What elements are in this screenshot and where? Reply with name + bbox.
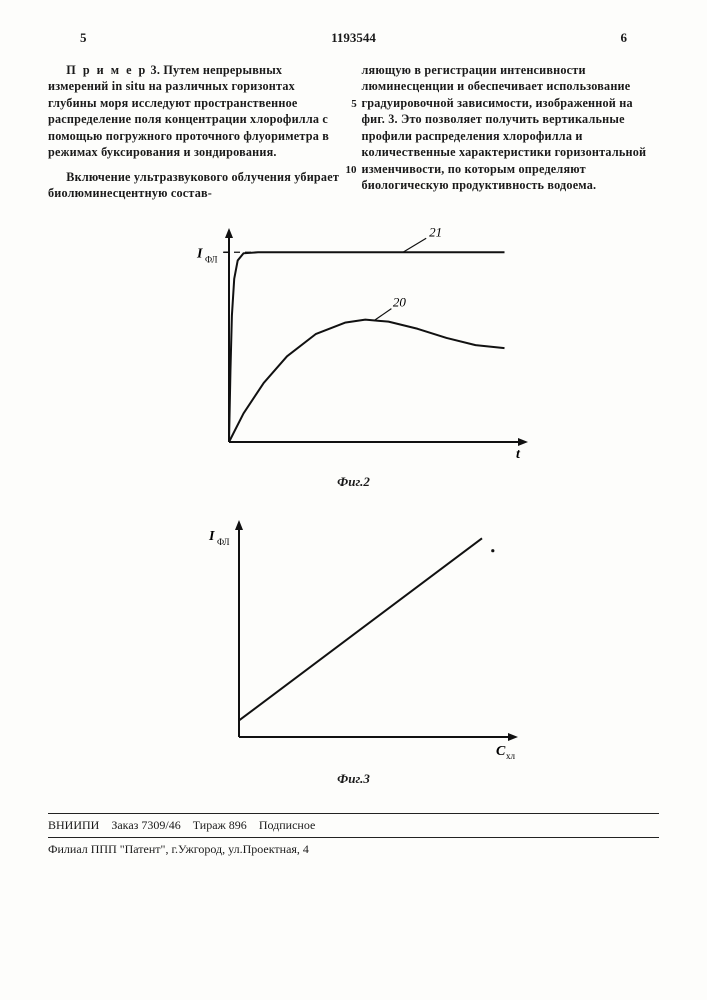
body-columns: П р и м е р 3. Путем непрерывных измерен… <box>48 62 659 210</box>
patent-page: 5 1193544 6 5 10 П р и м е р 3. Путем не… <box>0 0 707 1000</box>
column-right: ляющую в регистрации интенсивности люмин… <box>362 62 660 210</box>
left-p1-body: Путем непрерывных измерений in situ на р… <box>48 63 329 159</box>
svg-text:ФЛ: ФЛ <box>217 537 230 547</box>
fig2-caption: Фиг.2 <box>337 474 370 490</box>
fig3-svg: IФЛ Cхл <box>184 512 524 767</box>
page-number-left: 5 <box>80 30 87 46</box>
fig3-caption: Фиг.3 <box>337 771 370 787</box>
svg-text:I: I <box>208 529 215 544</box>
gutter-mark-10: 10 <box>343 164 359 176</box>
footer-org: ВНИИПИ <box>48 818 99 833</box>
svg-text:21: 21 <box>429 224 442 239</box>
figure-2: 21 20 IФЛ t Фиг.2 <box>48 220 659 508</box>
figure-3: IФЛ Cхл Фиг.3 <box>48 512 659 805</box>
right-para-1: ляющую в регистрации интенсивности люмин… <box>362 62 660 194</box>
example-label: П р и м е р <box>66 63 147 77</box>
example-num: 3. <box>147 63 163 77</box>
svg-text:C: C <box>496 744 506 759</box>
page-number-right: 6 <box>621 30 628 46</box>
svg-text:20: 20 <box>392 294 406 309</box>
imprint-footer: ВНИИПИ Заказ 7309/46 Тираж 896 Подписное… <box>48 813 659 857</box>
footer-line-2: Филиал ППП "Патент", г.Ужгород, ул.Проек… <box>48 838 659 857</box>
svg-text:ФЛ: ФЛ <box>205 254 218 264</box>
footer-tirazh: Тираж 896 <box>193 818 247 833</box>
header-row: 5 1193544 6 <box>48 30 659 52</box>
document-number: 1193544 <box>331 30 376 46</box>
left-para-1: П р и м е р 3. Путем непрерывных измерен… <box>48 62 346 161</box>
footer-order: Заказ 7309/46 <box>111 818 180 833</box>
svg-text:I: I <box>196 246 203 261</box>
footer-line-1: ВНИИПИ Заказ 7309/46 Тираж 896 Подписное <box>48 818 659 838</box>
column-left: П р и м е р 3. Путем непрерывных измерен… <box>48 62 346 210</box>
svg-text:t: t <box>516 447 521 462</box>
svg-text:хл: хл <box>506 751 516 761</box>
gutter-mark-5: 5 <box>346 98 362 110</box>
footer-sign: Подписное <box>259 818 316 833</box>
left-para-2: Включение ультразвукового облучения убир… <box>48 169 346 202</box>
fig2-svg: 21 20 IФЛ t <box>174 220 534 470</box>
